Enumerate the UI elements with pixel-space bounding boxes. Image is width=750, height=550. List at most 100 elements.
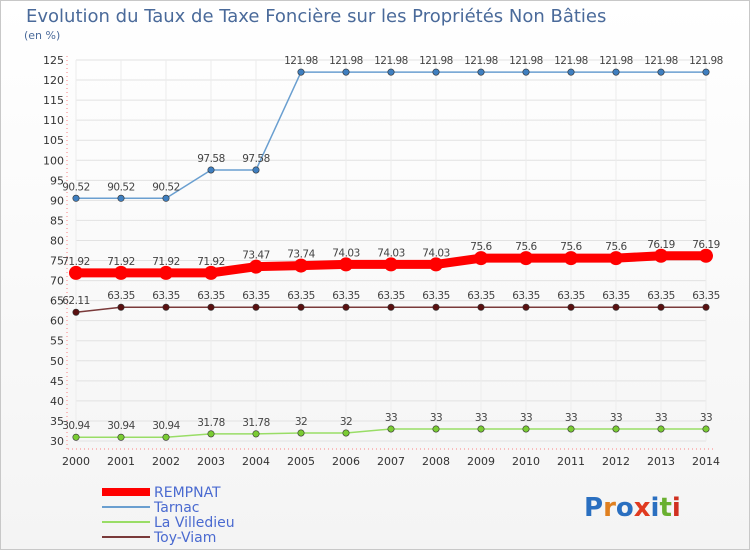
data-label: 90.52	[107, 181, 135, 193]
data-point	[252, 430, 260, 438]
data-label: 121.98	[554, 55, 588, 67]
data-label: 74.03	[332, 247, 360, 259]
x-tick-label: 2007	[377, 455, 405, 468]
x-tick-label: 2008	[422, 455, 450, 468]
data-label: 63.35	[647, 290, 675, 302]
legend-label: La Villedieu	[154, 515, 235, 531]
data-point	[612, 303, 620, 311]
data-label: 63.35	[377, 290, 405, 302]
data-point	[522, 68, 530, 76]
y-tick-label: 120	[43, 74, 64, 87]
data-point	[387, 425, 395, 433]
data-label: 75.6	[560, 241, 582, 253]
unit-label: (en %)	[24, 29, 60, 42]
data-label: 90.52	[152, 181, 180, 193]
data-point	[612, 68, 620, 76]
data-point	[519, 251, 533, 266]
data-label: 30.94	[62, 420, 90, 432]
y-tick-label: 115	[43, 94, 64, 107]
data-point	[342, 68, 350, 76]
data-point	[297, 303, 305, 311]
data-label: 74.03	[377, 247, 405, 259]
data-point	[564, 251, 578, 266]
data-label: 73.74	[287, 249, 315, 261]
proxiti-logo: Proxiti	[584, 493, 681, 523]
y-tick-label: 55	[50, 335, 64, 348]
data-point	[117, 303, 125, 311]
data-point	[162, 303, 170, 311]
x-tick-label: 2014	[692, 455, 720, 468]
data-point	[474, 251, 488, 266]
data-label: 71.92	[62, 256, 90, 268]
data-label: 63.35	[512, 290, 540, 302]
data-point	[699, 248, 713, 263]
y-tick-label: 110	[43, 114, 64, 127]
data-point	[297, 68, 305, 76]
data-label: 74.03	[422, 247, 450, 259]
data-label: 33	[385, 412, 397, 424]
y-tick-label: 85	[50, 214, 64, 227]
data-point	[702, 68, 710, 76]
data-point	[249, 259, 263, 274]
y-tick-label: 70	[50, 275, 64, 288]
data-label: 121.98	[644, 55, 678, 67]
data-point	[162, 194, 170, 202]
y-tick-label: 65	[50, 295, 64, 308]
data-label: 63.35	[107, 290, 135, 302]
data-point	[72, 308, 80, 316]
data-label: 121.98	[374, 55, 408, 67]
data-point	[342, 303, 350, 311]
data-label: 63.35	[692, 290, 720, 302]
data-point	[477, 425, 485, 433]
data-point	[339, 257, 353, 272]
y-tick-label: 125	[43, 54, 64, 67]
x-tick-label: 2012	[602, 455, 630, 468]
data-label: 71.92	[197, 256, 225, 268]
data-label: 121.98	[284, 55, 318, 67]
data-label: 121.98	[419, 55, 453, 67]
data-label: 33	[610, 412, 622, 424]
data-point	[657, 68, 665, 76]
y-tick-label: 105	[43, 134, 64, 147]
x-tick-label: 2006	[332, 455, 360, 468]
y-tick-label: 45	[50, 375, 64, 388]
data-point	[207, 303, 215, 311]
data-point	[567, 303, 575, 311]
chart-title: Evolution du Taux de Taxe Foncière sur l…	[26, 6, 606, 27]
data-point	[387, 303, 395, 311]
data-point	[654, 248, 668, 263]
data-label: 30.94	[152, 420, 180, 432]
y-tick-label: 80	[50, 234, 64, 247]
data-label: 32	[295, 416, 307, 428]
data-point	[567, 68, 575, 76]
y-tick-label: 50	[50, 355, 64, 368]
data-point	[69, 265, 83, 280]
data-label: 30.94	[107, 420, 135, 432]
data-point	[252, 166, 260, 174]
data-label: 63.35	[197, 290, 225, 302]
y-tick-label: 75	[50, 255, 64, 268]
data-point	[657, 303, 665, 311]
y-tick-label: 90	[50, 194, 64, 207]
data-point	[432, 68, 440, 76]
data-label: 33	[475, 412, 487, 424]
data-label: 62.11	[62, 295, 90, 307]
data-point	[702, 303, 710, 311]
x-tick-label: 2003	[197, 455, 225, 468]
x-tick-label: 2004	[242, 455, 270, 468]
data-point	[567, 425, 575, 433]
data-point	[477, 68, 485, 76]
data-point	[612, 425, 620, 433]
data-label: 76.19	[647, 239, 675, 251]
x-tick-label: 2009	[467, 455, 495, 468]
y-tick-label: 35	[50, 415, 64, 428]
data-point	[207, 430, 215, 438]
data-label: 75.6	[515, 241, 537, 253]
data-label: 121.98	[599, 55, 633, 67]
data-point	[117, 433, 125, 441]
data-label: 75.6	[470, 241, 492, 253]
data-point	[342, 429, 350, 437]
data-point	[384, 257, 398, 272]
data-point	[522, 303, 530, 311]
